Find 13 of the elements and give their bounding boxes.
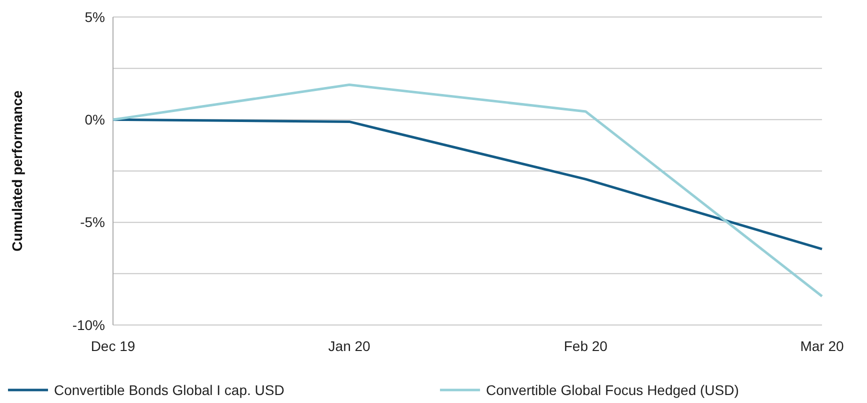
legend-label: Convertible Bonds Global I cap. USD bbox=[54, 382, 284, 398]
y-tick-label: 5% bbox=[84, 8, 105, 25]
y-tick-label: 0% bbox=[84, 112, 105, 128]
legend-label: Convertible Global Focus Hedged (USD) bbox=[486, 382, 739, 398]
x-tick-label: Jan 20 bbox=[328, 338, 371, 354]
x-tick-label: Mar 20 bbox=[800, 338, 844, 354]
x-tick-label: Dec 19 bbox=[90, 338, 136, 354]
line-series bbox=[112, 84, 824, 298]
line-series bbox=[112, 118, 824, 250]
x-tick-label: Feb 20 bbox=[564, 338, 608, 354]
y-tick-label: -10% bbox=[72, 316, 105, 333]
y-axis-title: Cumulated performance bbox=[9, 90, 25, 252]
y-tick-label: -5% bbox=[80, 214, 105, 230]
